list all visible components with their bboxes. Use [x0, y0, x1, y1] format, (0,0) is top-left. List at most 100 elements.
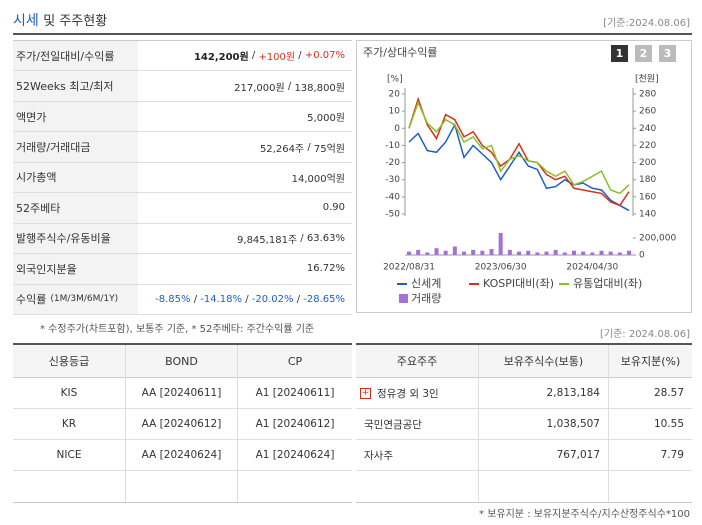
- value-part: 0.90: [322, 202, 345, 214]
- x-tick-label: 2024/04/30: [566, 263, 618, 273]
- separator: /: [293, 293, 304, 305]
- summary-label: 발행주식수/유동비율: [13, 223, 138, 255]
- legend-swatch: [399, 294, 408, 303]
- y2-tick-label: 280: [639, 90, 656, 100]
- x-tick-label: 2023/06/30: [475, 263, 527, 273]
- chart: 주가/상대수익률 1 2 3 [%] [천원] 20 10 0 -10 -20 -30 -40 -50 28…: [363, 45, 676, 305]
- x-tick-label: 2022/08/31: [383, 263, 435, 273]
- value-part: 75억원: [313, 143, 345, 155]
- value-part: 142,200원: [193, 52, 249, 64]
- volume-bar: [562, 252, 567, 255]
- label-text: 수익률: [16, 293, 47, 307]
- table-cell: A1 [20240612]: [237, 409, 352, 440]
- table-cell: 28.57: [608, 378, 692, 409]
- y2-tick-label: 260: [639, 107, 656, 117]
- cell-text: KIS: [60, 387, 78, 399]
- cell-text: 1,038,507: [546, 418, 600, 430]
- table-cell: AA [20240611]: [125, 378, 237, 409]
- credit-table: 신용등급 KIS KR NICE BOND AA [20240611] AA [202406…: [13, 343, 352, 503]
- cell-text: 국민연금공단: [364, 418, 422, 431]
- summary-label: 거래량/거래대금: [13, 132, 138, 163]
- y2-tick-label: 160: [639, 192, 656, 202]
- volume-bar: [462, 251, 466, 255]
- y2-unit: [천원]: [635, 74, 659, 85]
- label-text: 액면가: [16, 110, 47, 124]
- tab-button[interactable]: [635, 45, 652, 62]
- cell-text: 767,017: [556, 449, 600, 461]
- chart-panel: 주가/상대수익률 1 2 3 [%] [천원] 20 10 0 -10 -20 -30 -40 -50 28…: [356, 40, 692, 313]
- table-cell: AA [20240624]: [125, 440, 237, 471]
- volume-bar: [526, 250, 531, 255]
- legend-label: 유통업대비(좌): [573, 277, 642, 290]
- summary-label: 52Weeks 최고/최저: [13, 71, 138, 102]
- label-text: 52Weeks 최고/최저: [16, 80, 114, 94]
- tab-button[interactable]: [659, 45, 676, 62]
- tab-button[interactable]: [611, 45, 628, 62]
- table-header: CP: [237, 345, 352, 378]
- value-part: -20.02%: [251, 293, 294, 305]
- y-tick-label: -30: [385, 175, 400, 185]
- summary-footnote: * 수정주가(차트포함), 보통주 기준, * 52주베타: 주간수익률 기준: [40, 324, 315, 335]
- header-title: 시세 및 주주현황: [13, 10, 107, 30]
- y-tick-label: 20: [389, 90, 401, 100]
- tab-label[interactable]: 1: [616, 47, 624, 60]
- summary-value: 142,200원 / +100원 / +0.07%: [138, 41, 352, 72]
- value-part: 63.63%: [306, 232, 345, 244]
- volume-bar: [544, 251, 549, 255]
- value-part: 14,000억원: [291, 173, 345, 185]
- value-part: 5,000원: [307, 113, 345, 125]
- separator: /: [297, 232, 307, 244]
- holders-footnote: * 보유지분 : 보유지분주식수/지수산정주식수*100: [479, 509, 690, 520]
- table-header: 주요주주: [356, 345, 478, 378]
- value-part: +100원: [258, 52, 296, 64]
- table-cell: 7.79: [608, 440, 692, 471]
- table-cell: KIS: [13, 378, 125, 409]
- y2-tick-label: 180: [639, 175, 656, 185]
- summary-value: 14,000억원: [138, 163, 352, 194]
- summary-label: 액면가: [13, 101, 138, 133]
- y-tick-label: -40: [385, 192, 400, 202]
- tab-label[interactable]: 2: [640, 47, 648, 60]
- summary-value: 217,000원 / 138,800원: [138, 71, 352, 102]
- legend-label: KOSPI대비(좌): [483, 277, 554, 290]
- cell-text: 자사주: [364, 449, 393, 462]
- y-unit: [%]: [387, 75, 403, 85]
- value-part: +0.07%: [304, 50, 345, 62]
- value-part: 16.72%: [306, 263, 345, 275]
- table-cell: NICE: [13, 440, 125, 471]
- table-cell: KR: [13, 409, 125, 440]
- volume-bar: [608, 251, 613, 255]
- tab-label[interactable]: 3: [664, 47, 672, 60]
- series-line: [408, 122, 630, 212]
- table-cell: [125, 471, 237, 502]
- volume-bar: [507, 249, 512, 255]
- table-cell: [13, 471, 125, 502]
- cell-text: A1 [20240624]: [255, 449, 335, 461]
- separator: /: [242, 293, 252, 305]
- cell-text: NICE: [56, 449, 82, 461]
- volume-bar: [599, 250, 604, 255]
- y2-tick-label: 200: [639, 158, 656, 168]
- summary-label: 52주베타: [13, 193, 138, 224]
- table-cell: 1,038,507: [478, 409, 608, 440]
- table-cell: 자사주: [356, 440, 478, 471]
- label-text: 거래량/거래대금: [16, 141, 91, 155]
- value-part: 217,000원: [234, 82, 285, 94]
- value-part: -14.18%: [200, 293, 243, 305]
- y2-tick-label: 220: [639, 141, 656, 151]
- legend-label: 신세계: [411, 277, 441, 290]
- value-part: 52,264주: [259, 143, 305, 155]
- value-part: 138,800원: [294, 82, 345, 94]
- table-cell: A1 [20240611]: [237, 378, 352, 409]
- summary-value: 9,845,181주 / 63.63%: [138, 224, 352, 255]
- cell-text: AA [20240611]: [141, 387, 222, 399]
- cell-text: 7.79: [660, 449, 684, 461]
- label-text: 주가/전일대비/수익률: [16, 49, 115, 63]
- y-tick-label: 10: [389, 107, 401, 117]
- cell-text: A1 [20240612]: [255, 418, 335, 430]
- separator: /: [295, 50, 305, 62]
- cell-text: 10.55: [653, 418, 684, 430]
- volume-bar: [416, 249, 421, 255]
- expand-icon: +: [360, 387, 371, 399]
